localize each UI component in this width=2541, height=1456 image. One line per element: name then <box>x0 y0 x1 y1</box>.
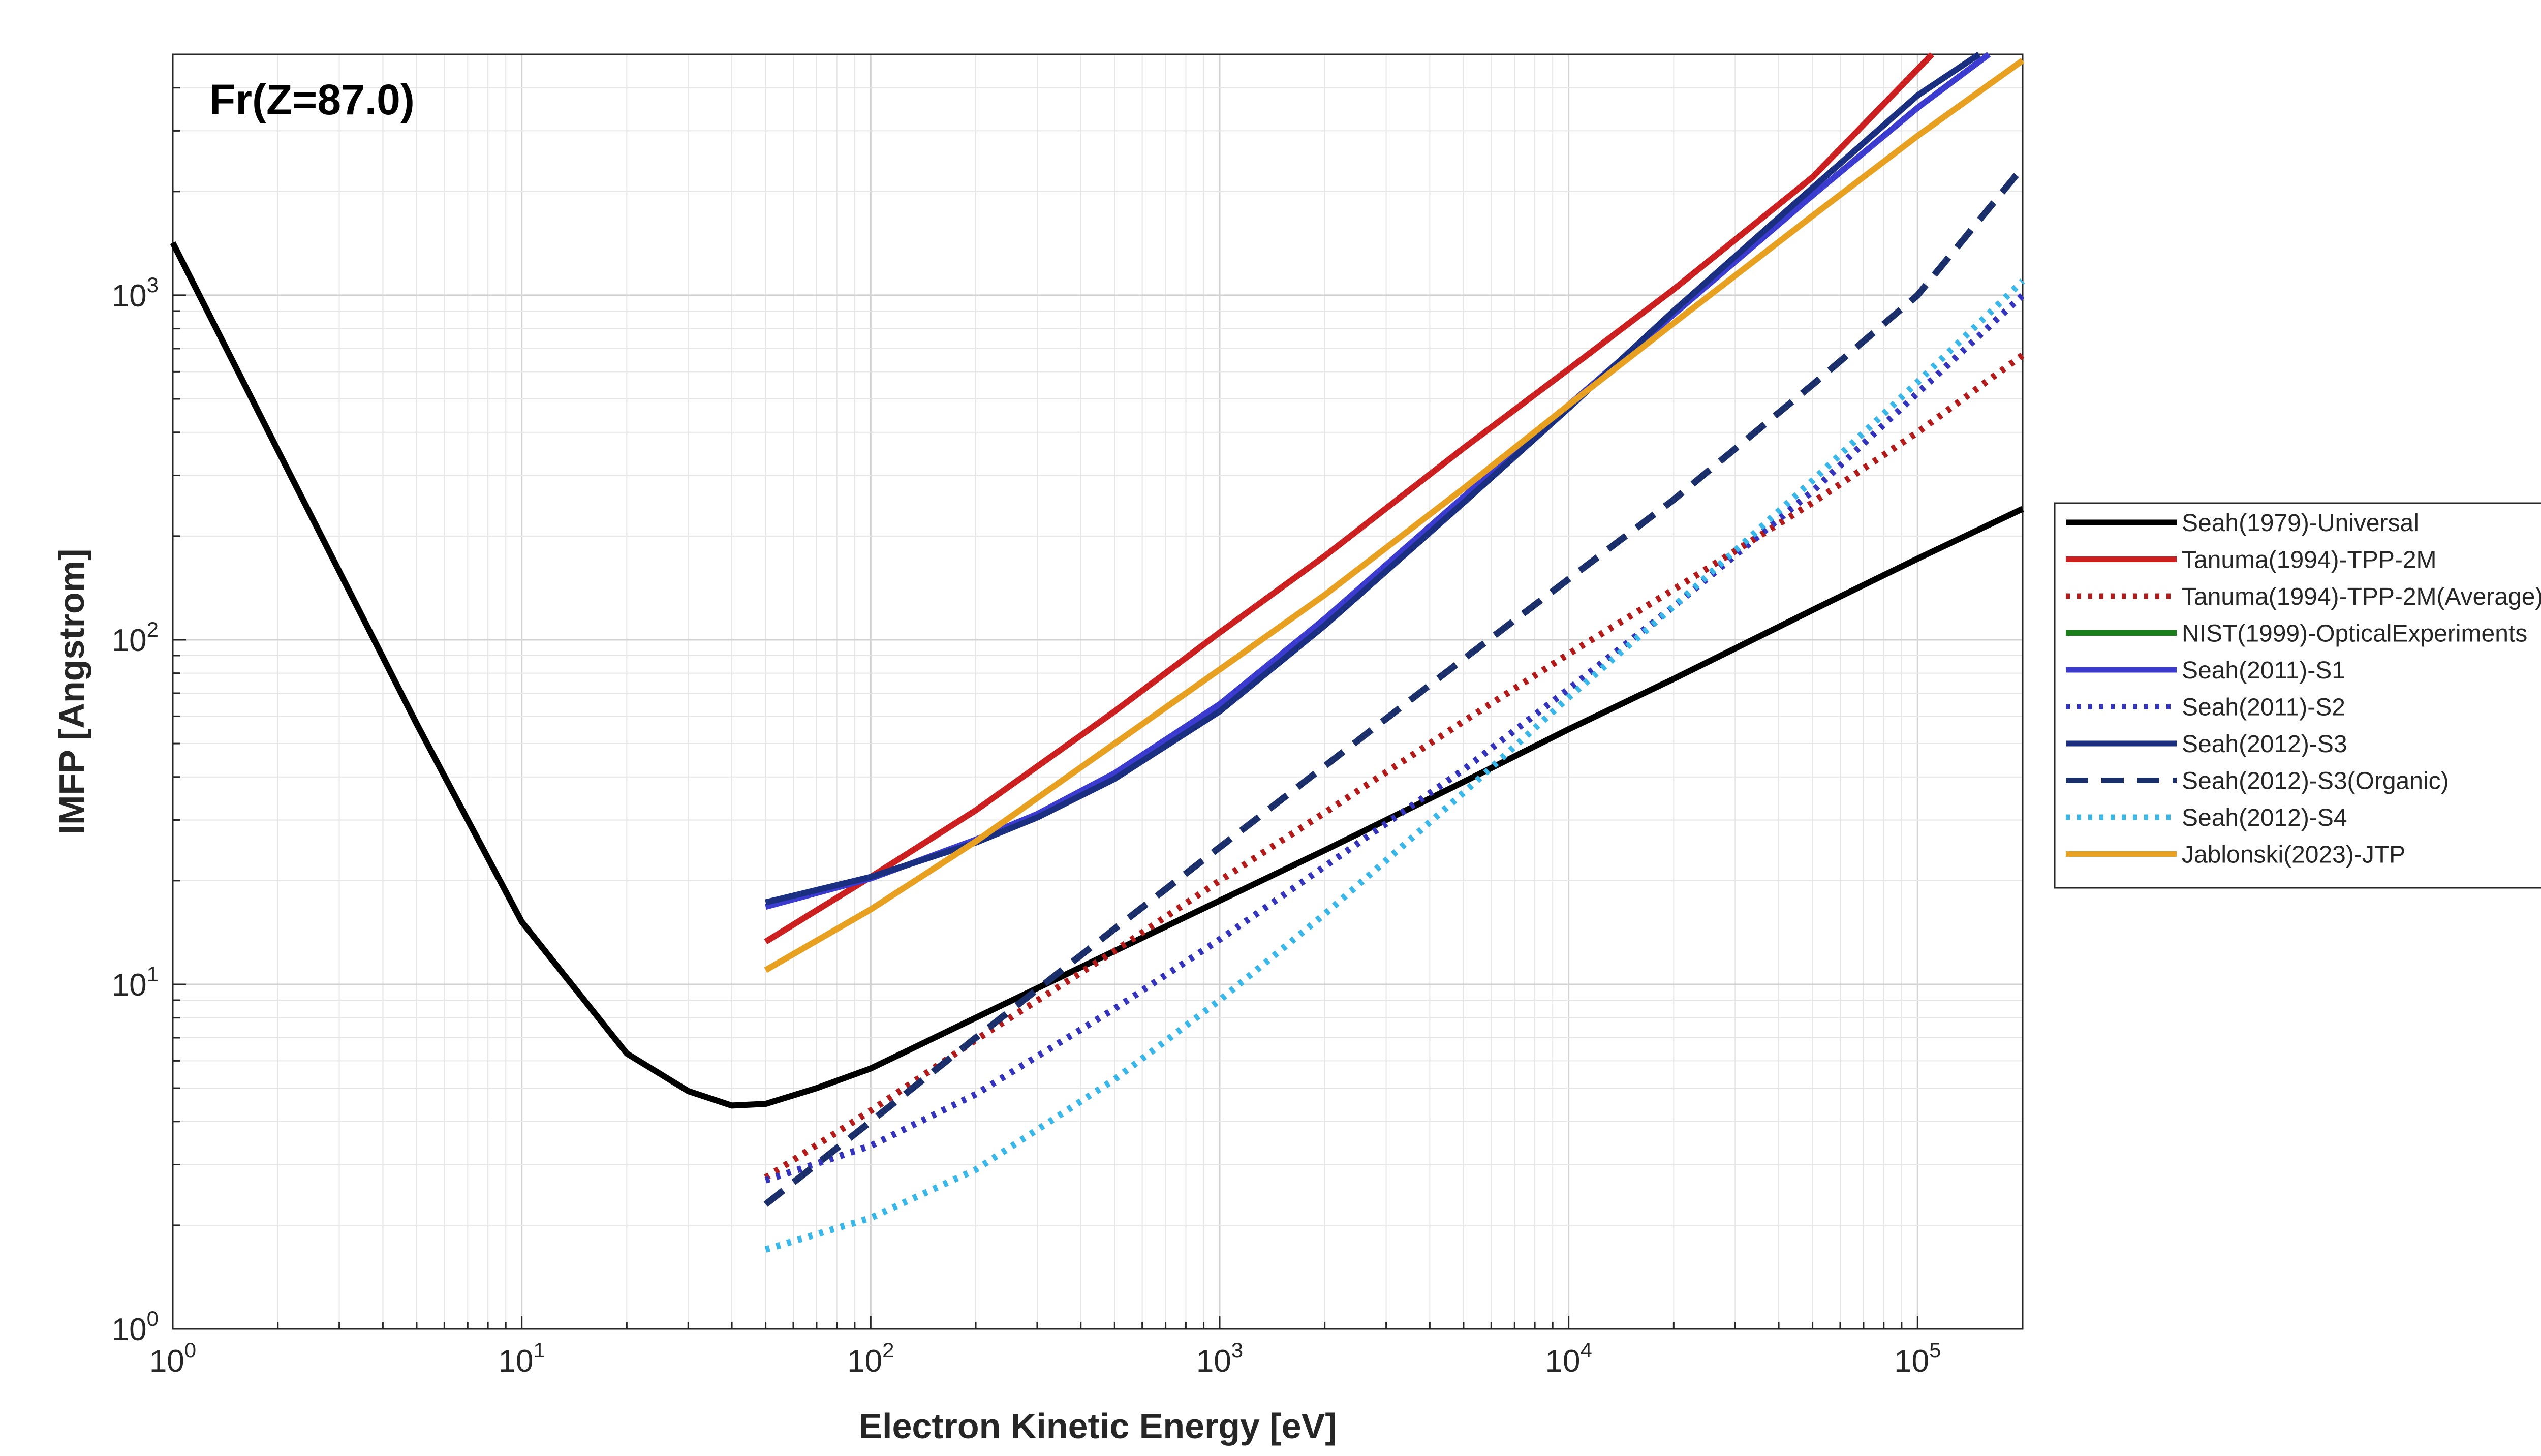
legend-entry-label: Seah(2012)-S3 <box>2182 731 2347 758</box>
x-tick-label: 101 <box>498 1338 545 1379</box>
x-axis-label: Electron Kinetic Energy [eV] <box>858 1406 1337 1446</box>
legend-entry-label: Jablonski(2023)-JTP <box>2182 842 2405 869</box>
x-tick-label: 100 <box>149 1338 196 1379</box>
x-tick-label: 103 <box>1196 1338 1243 1379</box>
y-axis-label: IMFP [Angstrom] <box>52 549 91 835</box>
x-tick-label: 102 <box>847 1338 894 1379</box>
legend-entry-label: NIST(1999)-OpticalExperiments <box>2182 621 2527 647</box>
x-tick-label: 104 <box>1545 1338 1592 1379</box>
y-tick-label: 102 <box>112 617 159 658</box>
y-tick-label: 103 <box>112 273 159 314</box>
series-line-7 <box>763 165 2026 1207</box>
legend-entry-label: Seah(2011)-S2 <box>2182 694 2345 721</box>
legend: Seah(1979)-Universal Tanuma(1994)-TPP-2M T… <box>2054 502 2541 889</box>
plot-area <box>172 53 2024 1330</box>
series-group <box>170 52 2026 1253</box>
legend-entry-label: Tanuma(1994)-TPP-2M <box>2182 547 2437 574</box>
series-line-0 <box>170 241 2024 1109</box>
legend-entry-label: Seah(2012)-S3(Organic) <box>2182 768 2449 795</box>
series-line-1 <box>764 52 1935 945</box>
legend-entry-label: Tanuma(1994)-TPP-2M(Average) <box>2182 583 2541 610</box>
series-line-8 <box>764 278 2025 1253</box>
legend-entry-label: Seah(1979)-Universal <box>2182 510 2419 537</box>
tick-labels: 100 101 102 103 104 105 100 101 102 103 <box>112 273 1941 1379</box>
series-line-2 <box>764 352 2025 1181</box>
series-line-5 <box>764 293 2025 1184</box>
y-tick-label: 101 <box>112 962 159 1003</box>
y-tick-label: 100 <box>112 1307 159 1347</box>
legend-entry-label: Seah(2011)-S1 <box>2182 657 2345 684</box>
chart-title: Fr(Z=87.0) <box>209 76 415 123</box>
legend-entry-label: Seah(2012)-S4 <box>2182 804 2347 831</box>
legend-box <box>2054 502 2541 889</box>
x-tick-label: 105 <box>1894 1338 1941 1379</box>
series-line-9 <box>764 58 2025 973</box>
